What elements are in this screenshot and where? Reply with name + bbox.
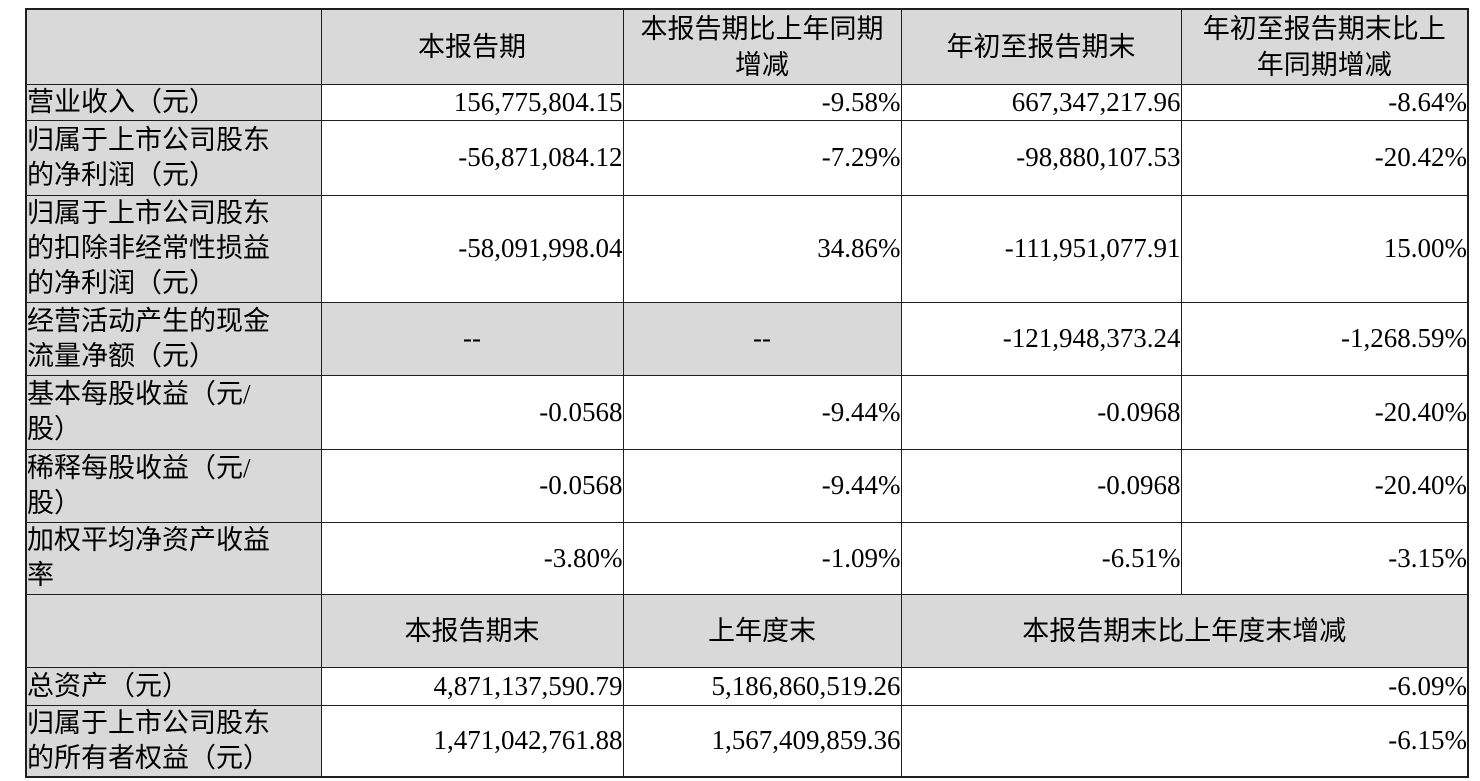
equity-end-of-prior-year: 1,567,409,859.36 <box>622 704 902 778</box>
label-weighted-avg-roe: 加权平均净资产收益 率 <box>25 521 322 595</box>
col-header-end-of-prior-year: 上年度末 <box>622 593 902 668</box>
label-basic-eps: 基本每股收益（元/ 股） <box>25 374 322 450</box>
header-row-1: 本报告期 本报告期比上年同期 增减 年初至报告期末 年初至报告期末比上 年同期增… <box>25 8 1469 85</box>
net-profit-excl-ytd-yoy: 15.00% <box>1180 194 1469 303</box>
revenue-ytd-yoy: -8.64% <box>1180 83 1469 121</box>
row-diluted-eps: 稀释每股收益（元/ 股） -0.0568 -9.44% -0.0968 -20.… <box>25 448 1469 523</box>
total-assets-end-of-prior-year: 5,186,860,519.26 <box>622 666 902 706</box>
net-profit-ytd-yoy: -20.42% <box>1180 119 1469 196</box>
basic-eps-ytd-yoy: -20.40% <box>1180 374 1469 450</box>
operating-cash-flow-ytd-yoy: -1,268.59% <box>1180 301 1469 376</box>
operating-cash-flow-yoy: -- <box>622 301 902 376</box>
header-row-2: 本报告期末 上年度末 本报告期末比上年度末增减 <box>25 593 1469 668</box>
net-profit-ytd: -98,880,107.53 <box>900 119 1182 196</box>
operating-cash-flow-ytd: -121,948,373.24 <box>900 301 1182 376</box>
col-header-period-vs-prior-year: 本报告期末比上年度末增减 <box>900 593 1469 668</box>
col-header-ytd: 年初至报告期末 <box>900 8 1182 85</box>
col-header-end-of-period: 本报告期末 <box>320 593 624 668</box>
row-operating-cash-flow: 经营活动产生的现金 流量净额（元） -- -- -121,948,373.24 … <box>25 301 1469 376</box>
row-basic-eps: 基本每股收益（元/ 股） -0.0568 -9.44% -0.0968 -20.… <box>25 374 1469 450</box>
equity-change: -6.15% <box>900 704 1469 778</box>
label-equity: 归属于上市公司股东 的所有者权益（元） <box>25 704 322 778</box>
total-assets-end-of-period: 4,871,137,590.79 <box>320 666 624 706</box>
corner-cell <box>25 8 322 85</box>
label-operating-cash-flow: 经营活动产生的现金 流量净额（元） <box>25 301 322 376</box>
diluted-eps-current: -0.0568 <box>320 448 624 523</box>
net-profit-current: -56,871,084.12 <box>320 119 624 196</box>
weighted-avg-roe-yoy: -1.09% <box>622 521 902 595</box>
label-net-profit: 归属于上市公司股东 的净利润（元） <box>25 119 322 196</box>
diluted-eps-yoy: -9.44% <box>622 448 902 523</box>
weighted-avg-roe-ytd-yoy: -3.15% <box>1180 521 1469 595</box>
col-header-current-period: 本报告期 <box>320 8 624 85</box>
row-net-profit-excl-nonrecurring: 归属于上市公司股东 的扣除非经常性损益 的净利润（元） -58,091,998.… <box>25 194 1469 303</box>
basic-eps-yoy: -9.44% <box>622 374 902 450</box>
net-profit-excl-yoy: 34.86% <box>622 194 902 303</box>
net-profit-excl-current: -58,091,998.04 <box>320 194 624 303</box>
weighted-avg-roe-current: -3.80% <box>320 521 624 595</box>
revenue-ytd: 667,347,217.96 <box>900 83 1182 121</box>
col-header-current-period-yoy: 本报告期比上年同期 增减 <box>622 8 902 85</box>
net-profit-yoy: -7.29% <box>622 119 902 196</box>
diluted-eps-ytd-yoy: -20.40% <box>1180 448 1469 523</box>
total-assets-change: -6.09% <box>900 666 1469 706</box>
label-net-profit-excl-nonrecurring: 归属于上市公司股东 的扣除非经常性损益 的净利润（元） <box>25 194 322 303</box>
revenue-yoy: -9.58% <box>622 83 902 121</box>
diluted-eps-ytd: -0.0968 <box>900 448 1182 523</box>
row-net-profit: 归属于上市公司股东 的净利润（元） -56,871,084.12 -7.29% … <box>25 119 1469 196</box>
row-total-assets: 总资产（元） 4,871,137,590.79 5,186,860,519.26… <box>25 666 1469 706</box>
label-revenue: 营业收入（元） <box>25 83 322 121</box>
revenue-current: 156,775,804.15 <box>320 83 624 121</box>
label-total-assets: 总资产（元） <box>25 666 322 706</box>
corner-cell-2 <box>25 593 322 668</box>
financial-summary-table: 本报告期 本报告期比上年同期 增减 年初至报告期末 年初至报告期末比上 年同期增… <box>25 8 1469 778</box>
equity-end-of-period: 1,471,042,761.88 <box>320 704 624 778</box>
basic-eps-ytd: -0.0968 <box>900 374 1182 450</box>
basic-eps-current: -0.0568 <box>320 374 624 450</box>
row-weighted-avg-roe: 加权平均净资产收益 率 -3.80% -1.09% -6.51% -3.15% <box>25 521 1469 595</box>
col-header-ytd-yoy: 年初至报告期末比上 年同期增减 <box>1180 8 1469 85</box>
row-equity: 归属于上市公司股东 的所有者权益（元） 1,471,042,761.88 1,5… <box>25 704 1469 778</box>
row-revenue: 营业收入（元） 156,775,804.15 -9.58% 667,347,21… <box>25 83 1469 121</box>
net-profit-excl-ytd: -111,951,077.91 <box>900 194 1182 303</box>
operating-cash-flow-current: -- <box>320 301 624 376</box>
weighted-avg-roe-ytd: -6.51% <box>900 521 1182 595</box>
label-diluted-eps: 稀释每股收益（元/ 股） <box>25 448 322 523</box>
